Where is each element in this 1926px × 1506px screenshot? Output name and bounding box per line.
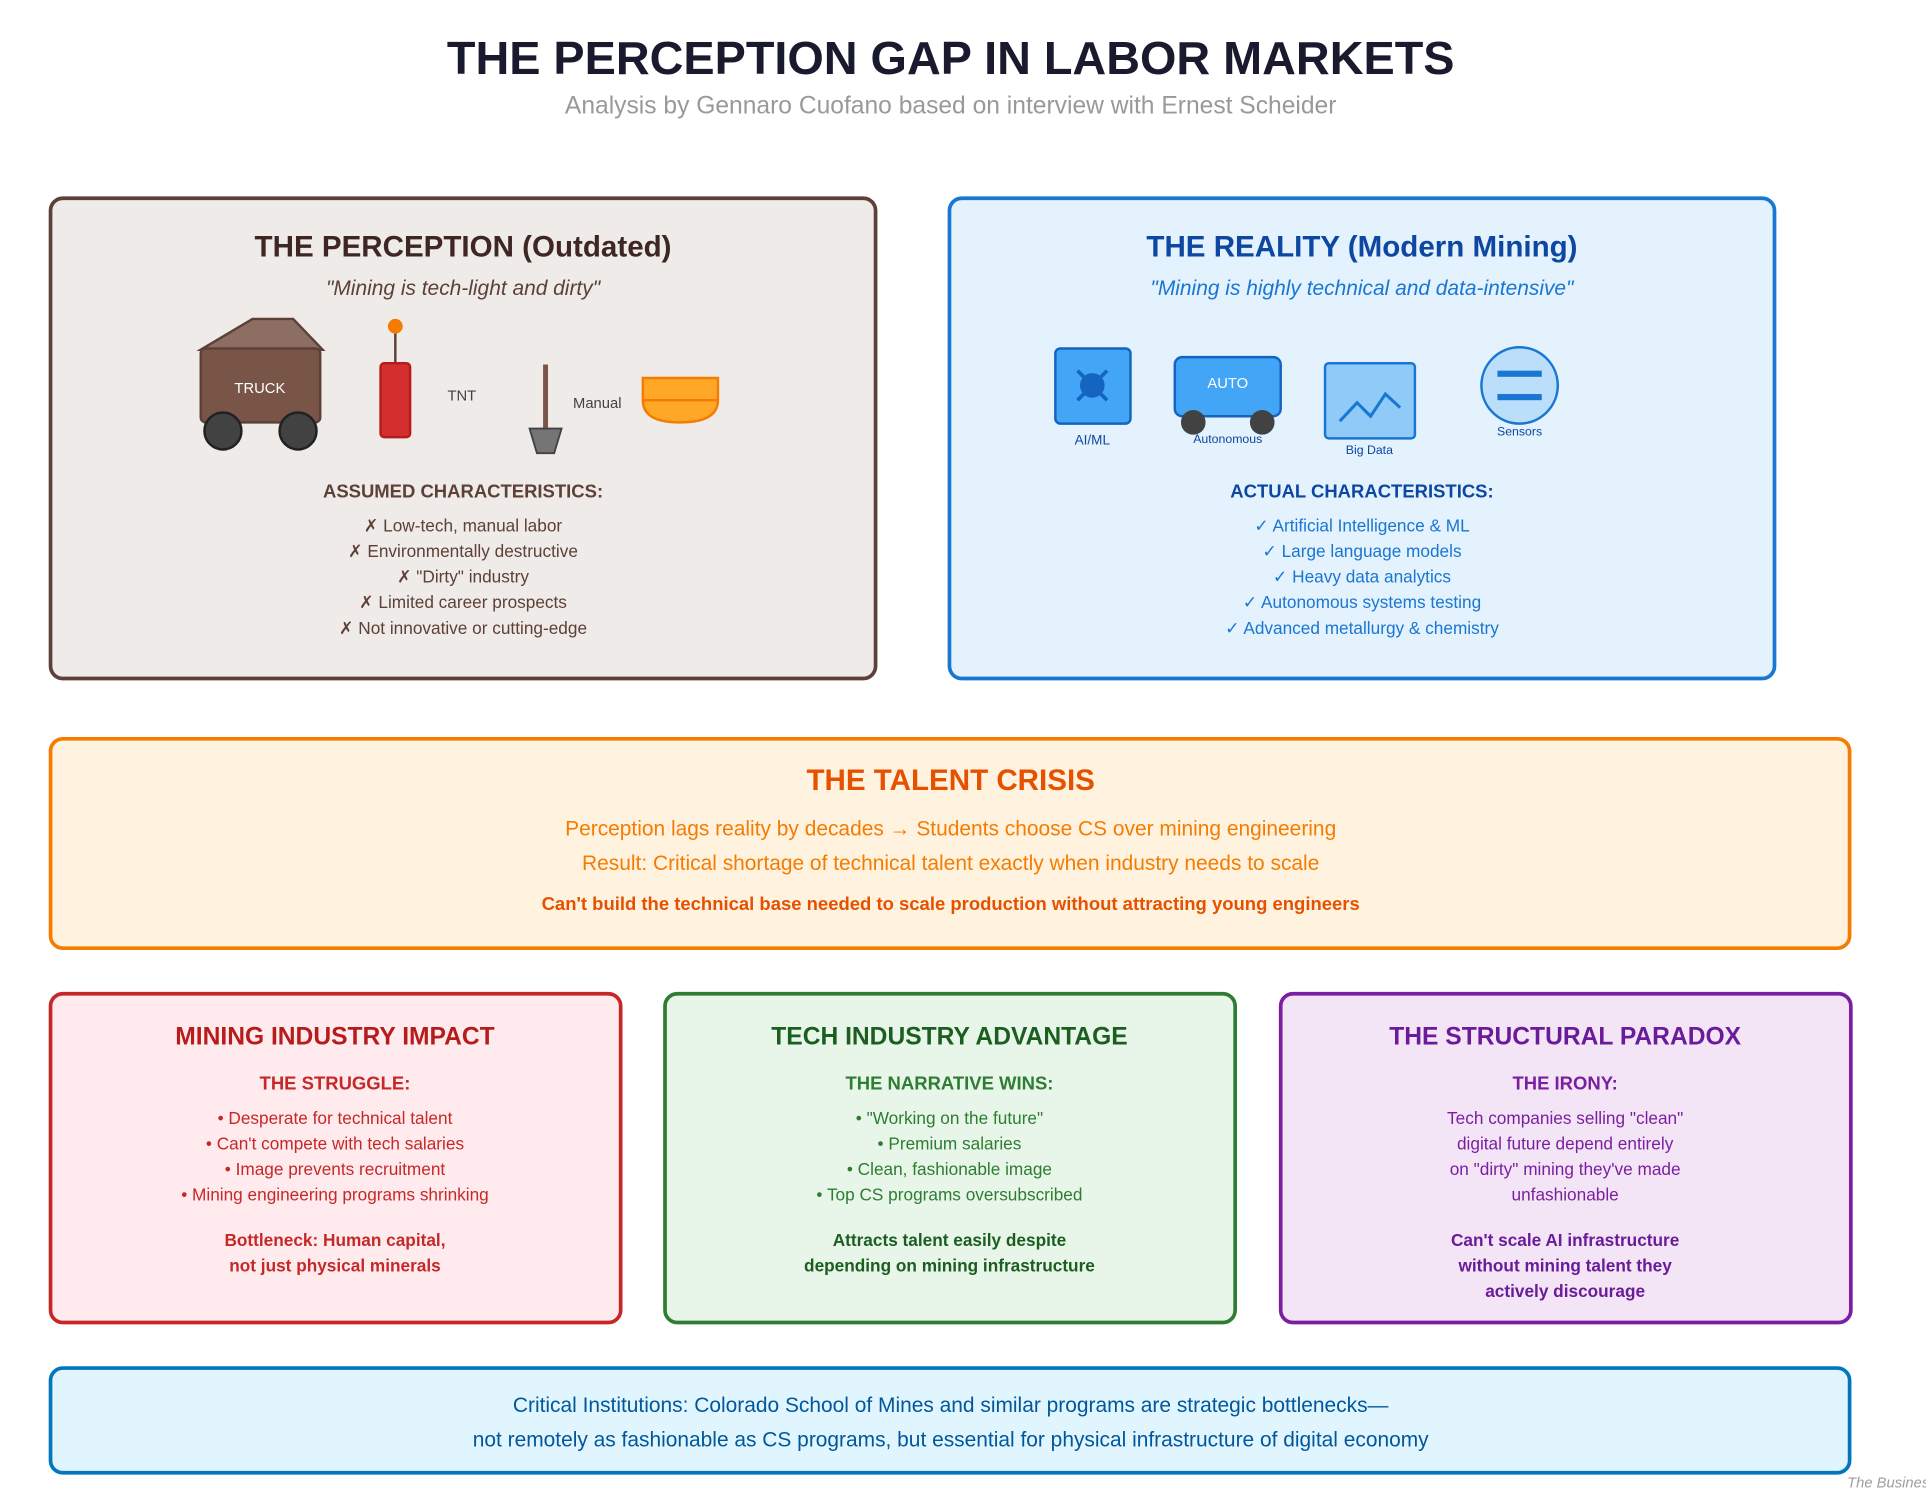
section-title: THE TALENT CRISIS xyxy=(807,764,1095,797)
truck-icon xyxy=(196,317,326,451)
panel-conclusion: without mining talent they xyxy=(1457,1255,1672,1275)
list-item: ✓ Heavy data analytics xyxy=(1273,567,1451,587)
crisis-box xyxy=(48,736,1852,951)
list-item: • Mining engineering programs shrinking xyxy=(181,1185,489,1205)
list-item: ✗ "Dirty" industry xyxy=(397,567,529,587)
sensor-icon xyxy=(1480,346,1559,425)
helmet-icon xyxy=(641,376,720,424)
footer-line: not remotely as fashionable as CS progra… xyxy=(473,1428,1429,1451)
list-item: ✓ Advanced metallurgy & chemistry xyxy=(1225,618,1499,638)
crisis-emphasis: Can't build the technical base needed to… xyxy=(542,893,1360,914)
panel-title: MINING INDUSTRY IMPACT xyxy=(175,1024,494,1051)
list-item: • Image prevents recruitment xyxy=(225,1159,446,1179)
footer-box xyxy=(48,1366,1852,1475)
panel-conclusion: not just physical minerals xyxy=(229,1255,440,1275)
section-title: THE REALITY (Modern Mining) xyxy=(1146,231,1577,264)
crisis-line: Result: Critical shortage of technical t… xyxy=(582,852,1319,875)
quote: "Mining is tech-light and dirty" xyxy=(326,277,602,300)
list-item: • Desperate for technical talent xyxy=(218,1108,453,1128)
panel-heading: THE NARRATIVE WINS: xyxy=(845,1073,1053,1094)
quote: "Mining is highly technical and data-int… xyxy=(1150,277,1575,300)
panel-title: TECH INDUSTRY ADVANTAGE xyxy=(771,1024,1127,1051)
subtitle: Analysis by Gennaro Cuofano based on int… xyxy=(565,93,1337,120)
icon-label: Manual xyxy=(573,396,621,412)
icon-label: Sensors xyxy=(1497,424,1542,438)
panel-box xyxy=(48,991,623,1325)
list-item: ✗ Not innovative or cutting-edge xyxy=(339,618,587,638)
icon-label: AUTO xyxy=(1207,376,1248,392)
panel-heading: THE STRUGGLE: xyxy=(260,1073,411,1094)
data-icon xyxy=(1323,362,1417,440)
list-item: digital future depend entirely xyxy=(1457,1133,1674,1153)
icon-label: Big Data xyxy=(1346,443,1393,457)
list-item: • Top CS programs oversubscribed xyxy=(816,1185,1082,1205)
crisis-line: Perception lags reality by decades → Stu… xyxy=(565,817,1336,840)
panel-conclusion: Bottleneck: Human capital, xyxy=(224,1230,445,1250)
list-item: • Clean, fashionable image xyxy=(847,1159,1052,1179)
dynamite-icon xyxy=(379,318,412,439)
autonomous-truck-icon xyxy=(1173,355,1282,435)
list-item: ✓ Autonomous systems testing xyxy=(1243,592,1481,612)
panel-conclusion: actively discourage xyxy=(1485,1281,1645,1301)
ai-icon xyxy=(1054,347,1132,425)
panel-conclusion: depending on mining infrastructure xyxy=(804,1255,1095,1275)
list-item: unfashionable xyxy=(1512,1185,1619,1205)
list-item: ✓ Artificial Intelligence & ML xyxy=(1254,516,1469,536)
list-item: ✗ Environmentally destructive xyxy=(348,541,578,561)
footer-line: Critical Institutions: Colorado School o… xyxy=(513,1394,1389,1417)
shovel-icon xyxy=(528,364,563,455)
panel-conclusion: Attracts talent easily despite xyxy=(833,1230,1066,1250)
section-title: THE PERCEPTION (Outdated) xyxy=(255,231,672,264)
list-item: • "Working on the future" xyxy=(856,1108,1043,1128)
panel-heading: THE IRONY: xyxy=(1512,1073,1617,1094)
icon-label: Autonomous xyxy=(1193,432,1262,446)
panel-box xyxy=(663,991,1237,1325)
list-item: • Can't compete with tech salaries xyxy=(206,1133,464,1153)
panel-title: THE STRUCTURAL PARADOX xyxy=(1389,1024,1741,1051)
list-item: on "dirty" mining they've made xyxy=(1450,1159,1681,1179)
title: THE PERCEPTION GAP IN LABOR MARKETS xyxy=(447,32,1455,84)
list-item: ✓ Large language models xyxy=(1262,541,1461,561)
icon-label: TRUCK xyxy=(234,381,285,397)
section-heading: ACTUAL CHARACTERISTICS: xyxy=(1230,480,1493,501)
list-item: ✗ Limited career prospects xyxy=(359,592,567,612)
section-heading: ASSUMED CHARACTERISTICS: xyxy=(323,480,603,501)
list-item: Tech companies selling "clean" xyxy=(1447,1108,1683,1128)
panel-box xyxy=(1278,991,1853,1325)
credit: The Business Engineer xyxy=(1847,1476,1926,1492)
icon-label: TNT xyxy=(447,388,476,404)
icon-label: AI/ML xyxy=(1075,432,1111,447)
list-item: ✗ Low-tech, manual labor xyxy=(364,516,562,536)
list-item: • Premium salaries xyxy=(878,1133,1022,1153)
panel-conclusion: Can't scale AI infrastructure xyxy=(1451,1230,1679,1250)
